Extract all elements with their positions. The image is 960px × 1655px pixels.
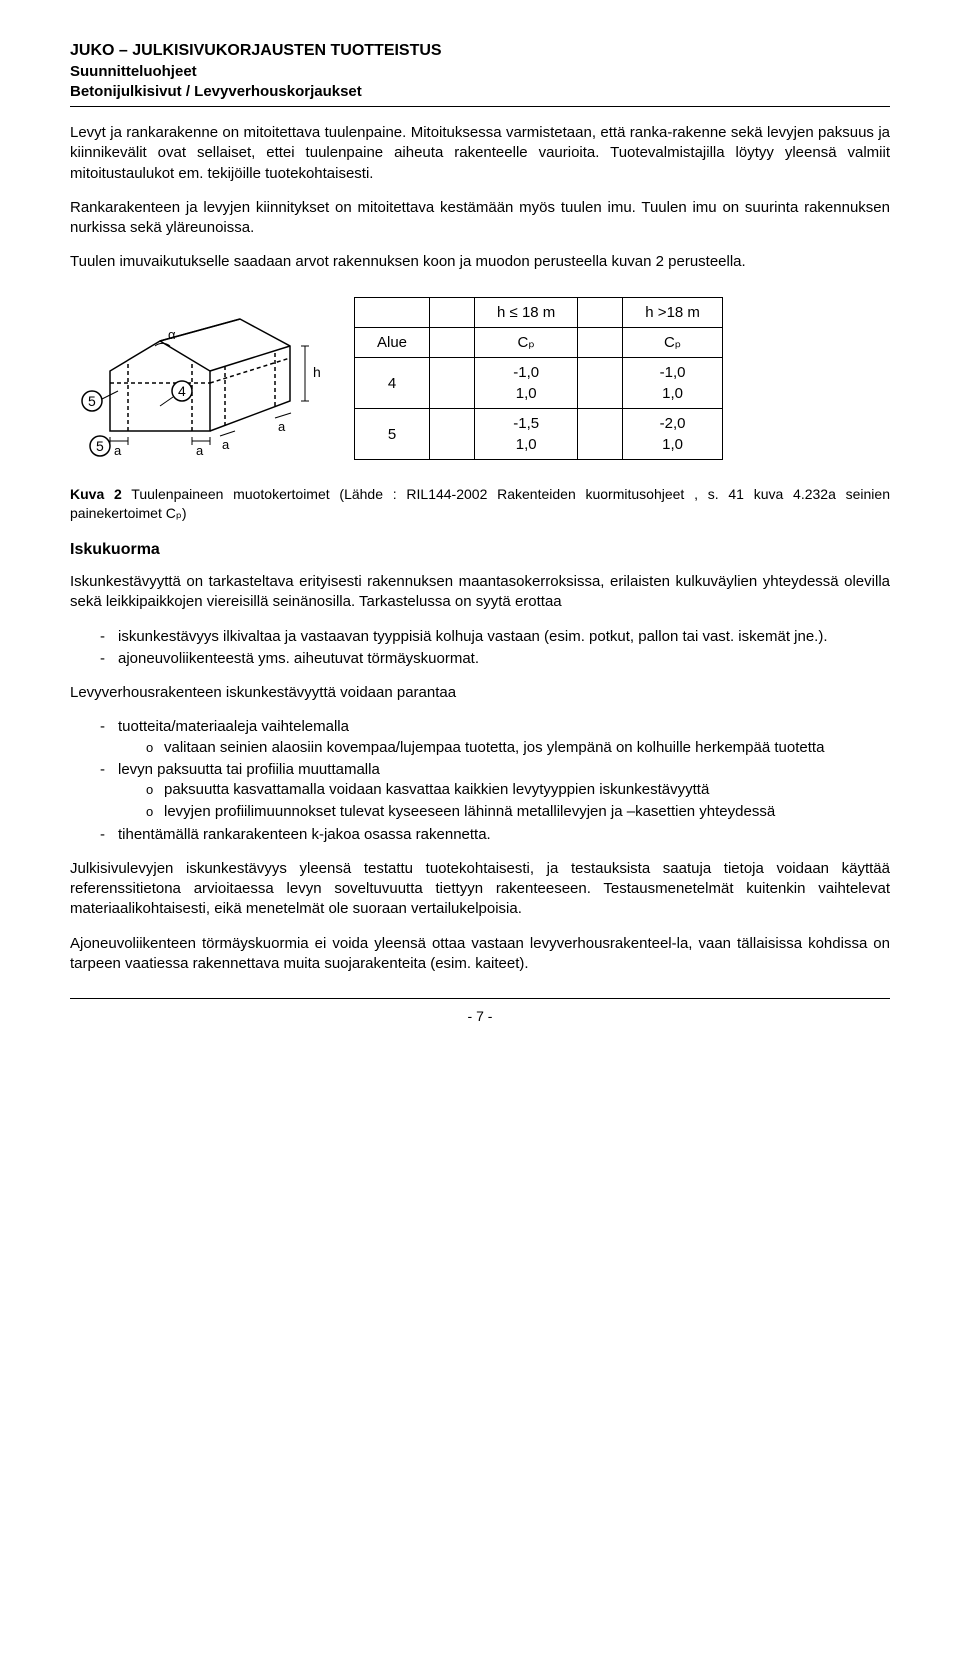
figure-2: h α a a a a 5 5 <box>70 291 890 467</box>
label-a2: a <box>196 443 204 458</box>
list-item: valitaan seinien alaosiin kovempaa/lujem… <box>146 738 890 758</box>
header-subtitle-2: Betonijulkisivut / Levyverhouskorjaukset <box>70 82 890 102</box>
label-a1: a <box>114 443 122 458</box>
list-item: ajoneuvoliikenteestä yms. aiheutuvat tör… <box>100 649 890 669</box>
list-item: iskunkestävyys ilkivaltaa ja vastaavan t… <box>100 627 890 647</box>
header-title: JUKO – JULKISIVUKORJAUSTEN TUOTTEISTUS <box>70 40 890 62</box>
table-row: 5 -1,51,0 -2,01,0 <box>355 409 723 460</box>
list-item: paksuutta kasvattamalla voidaan kasvatta… <box>146 780 890 800</box>
paragraph-3: Tuulen imuvaikutukselle saadaan arvot ra… <box>70 252 890 272</box>
paragraph-7: Ajoneuvoliikenteen törmäyskuormia ei voi… <box>70 934 890 975</box>
coefficient-table: h ≤ 18 m h >18 m Alue Cₚ Cₚ 4 -1,01,0 -1… <box>354 297 723 460</box>
paragraph-4: Iskunkestävyyttä on tarkasteltava erityi… <box>70 572 890 613</box>
col-cp-1: Cₚ <box>475 328 578 358</box>
paragraph-1: Levyt ja rankarakenne on mitoitettava tu… <box>70 123 890 184</box>
list-item: levyn paksuutta tai profiilia muuttamall… <box>100 760 890 823</box>
page-header: JUKO – JULKISIVUKORJAUSTEN TUOTTEISTUS S… <box>70 40 890 107</box>
list-tarkastelu: iskunkestävyys ilkivaltaa ja vastaavan t… <box>70 627 890 670</box>
col-h-le-18: h ≤ 18 m <box>475 298 578 328</box>
zone-label-4: 4 <box>178 383 186 399</box>
list-item: tihentämällä rankarakenteen k-jakoa osas… <box>100 825 890 845</box>
caption-prefix: Kuva 2 <box>70 486 122 502</box>
table-row: 4 -1,01,0 -1,01,0 <box>355 358 723 409</box>
label-h: h <box>313 364 321 380</box>
col-cp-2: Cₚ <box>623 328 723 358</box>
header-subtitle-1: Suunnitteluohjeet <box>70 62 890 82</box>
figure-diagram: h α a a a a 5 5 <box>70 291 330 467</box>
zone-label-5b: 5 <box>96 438 104 454</box>
paragraph-6: Julkisivulevyjen iskunkestävyys yleensä … <box>70 859 890 920</box>
col-alue: Alue <box>355 328 430 358</box>
table-row-header-2: Alue Cₚ Cₚ <box>355 328 723 358</box>
figure-caption: Kuva 2 Tuulenpaineen muotokertoimet (Läh… <box>70 485 890 523</box>
label-a4: a <box>278 419 286 434</box>
section-title-iskukuorma: Iskukuorma <box>70 539 890 561</box>
zone-label-5a: 5 <box>88 393 96 409</box>
label-a3: a <box>222 437 230 452</box>
list-item: levyjen profiilimuunnokset tulevat kysee… <box>146 802 890 822</box>
list-parantaa: tuotteita/materiaaleja vaihtelemalla val… <box>70 717 890 845</box>
page-number: - 7 - <box>468 1008 493 1024</box>
caption-text: Tuulenpaineen muotokertoimet (Lähde : RI… <box>70 486 890 521</box>
page-footer: - 7 - <box>70 998 890 1026</box>
paragraph-5: Levyverhousrakenteen iskunkestävyyttä vo… <box>70 683 890 703</box>
table-row-header-1: h ≤ 18 m h >18 m <box>355 298 723 328</box>
list-item: tuotteita/materiaaleja vaihtelemalla val… <box>100 717 890 758</box>
col-h-gt-18: h >18 m <box>623 298 723 328</box>
paragraph-2: Rankarakenteen ja levyjen kiinnitykset o… <box>70 198 890 239</box>
label-alpha: α <box>168 327 176 342</box>
